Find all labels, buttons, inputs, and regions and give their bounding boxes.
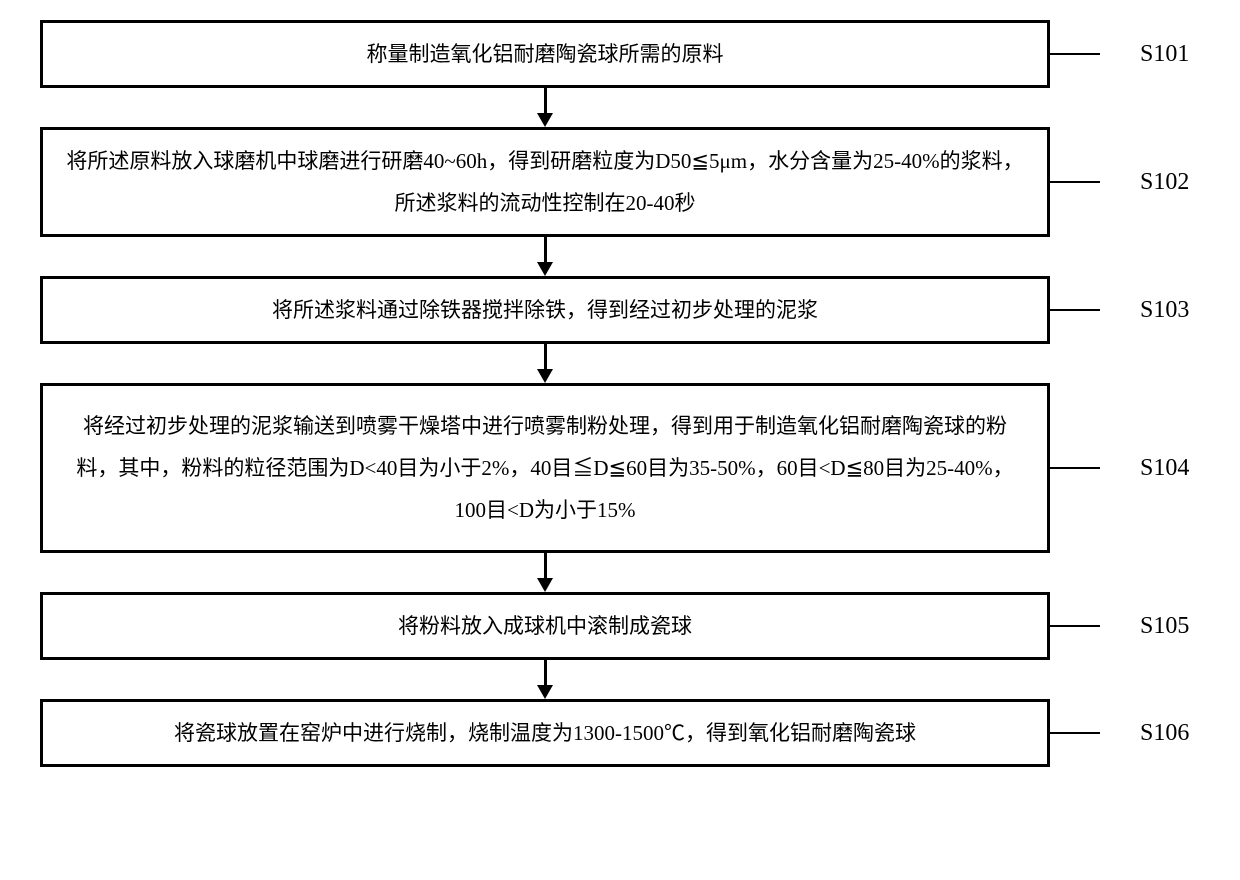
connector-line bbox=[1050, 309, 1100, 312]
step-label-s102: S102 bbox=[1140, 169, 1189, 196]
arrow-row bbox=[40, 88, 1050, 127]
connector-line bbox=[1050, 732, 1100, 735]
step-label-s106: S106 bbox=[1140, 720, 1189, 747]
connector bbox=[1050, 53, 1140, 56]
arrow-icon bbox=[537, 553, 553, 592]
step-row: 称量制造氧化铝耐磨陶瓷球所需的原料 S101 bbox=[40, 20, 1200, 88]
arrow-row bbox=[40, 344, 1050, 383]
step-label-s103: S103 bbox=[1140, 297, 1189, 324]
connector-line bbox=[1050, 467, 1100, 470]
step-box-s103: 将所述浆料通过除铁器搅拌除铁，得到经过初步处理的泥浆 bbox=[40, 276, 1050, 344]
flowchart-container: 称量制造氧化铝耐磨陶瓷球所需的原料 S101 将所述原料放入球磨机中球磨进行研磨… bbox=[40, 20, 1200, 767]
connector bbox=[1050, 309, 1140, 312]
connector bbox=[1050, 467, 1140, 470]
arrow-row bbox=[40, 237, 1050, 276]
step-box-s102: 将所述原料放入球磨机中球磨进行研磨40~60h，得到研磨粒度为D50≦5μm，水… bbox=[40, 127, 1050, 237]
connector-line bbox=[1050, 53, 1100, 56]
connector bbox=[1050, 625, 1140, 628]
arrow-shaft bbox=[544, 237, 547, 263]
step-label-s101: S101 bbox=[1140, 41, 1189, 68]
arrow-icon bbox=[537, 344, 553, 383]
step-row: 将粉料放入成球机中滚制成瓷球 S105 bbox=[40, 592, 1200, 660]
step-box-s106: 将瓷球放置在窑炉中进行烧制，烧制温度为1300-1500℃，得到氧化铝耐磨陶瓷球 bbox=[40, 699, 1050, 767]
step-box-s104: 将经过初步处理的泥浆输送到喷雾干燥塔中进行喷雾制粉处理，得到用于制造氧化铝耐磨陶… bbox=[40, 383, 1050, 553]
arrow-shaft bbox=[544, 660, 547, 686]
arrow-shaft bbox=[544, 88, 547, 114]
arrow-head bbox=[537, 685, 553, 699]
step-label-s104: S104 bbox=[1140, 455, 1189, 482]
connector bbox=[1050, 181, 1140, 184]
arrow-icon bbox=[537, 88, 553, 127]
step-box-s105: 将粉料放入成球机中滚制成瓷球 bbox=[40, 592, 1050, 660]
arrow-head bbox=[537, 262, 553, 276]
arrow-head bbox=[537, 578, 553, 592]
connector-line bbox=[1050, 181, 1100, 184]
step-row: 将所述原料放入球磨机中球磨进行研磨40~60h，得到研磨粒度为D50≦5μm，水… bbox=[40, 127, 1200, 237]
arrow-shaft bbox=[544, 344, 547, 370]
connector-line bbox=[1050, 625, 1100, 628]
arrow-shaft bbox=[544, 553, 547, 579]
step-box-s101: 称量制造氧化铝耐磨陶瓷球所需的原料 bbox=[40, 20, 1050, 88]
step-label-s105: S105 bbox=[1140, 613, 1189, 640]
step-row: 将瓷球放置在窑炉中进行烧制，烧制温度为1300-1500℃，得到氧化铝耐磨陶瓷球… bbox=[40, 699, 1200, 767]
step-row: 将经过初步处理的泥浆输送到喷雾干燥塔中进行喷雾制粉处理，得到用于制造氧化铝耐磨陶… bbox=[40, 383, 1200, 553]
arrow-icon bbox=[537, 660, 553, 699]
connector bbox=[1050, 732, 1140, 735]
arrow-row bbox=[40, 553, 1050, 592]
arrow-icon bbox=[537, 237, 553, 276]
step-row: 将所述浆料通过除铁器搅拌除铁，得到经过初步处理的泥浆 S103 bbox=[40, 276, 1200, 344]
arrow-head bbox=[537, 369, 553, 383]
arrow-head bbox=[537, 113, 553, 127]
arrow-row bbox=[40, 660, 1050, 699]
